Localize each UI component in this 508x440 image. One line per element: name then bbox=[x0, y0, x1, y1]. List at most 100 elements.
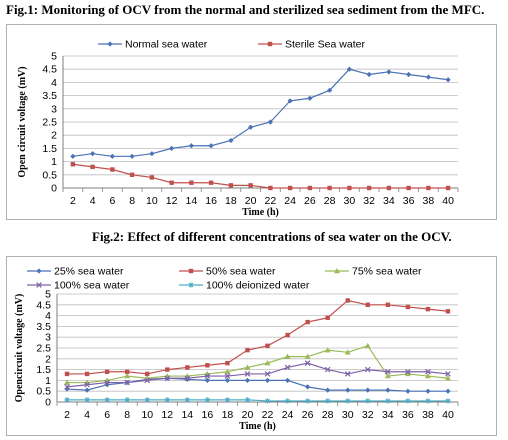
chart-2-point-50-sea-water bbox=[205, 363, 210, 368]
chart-2-point-100-sea-water bbox=[244, 371, 251, 377]
chart-1-x-tick-label: 32 bbox=[363, 195, 375, 207]
chart-2-point-25-sea-water bbox=[264, 377, 271, 383]
chart-2-x-tick-label: 16 bbox=[202, 409, 214, 421]
chart-1-legend-marker-sterile-sea-water bbox=[267, 41, 273, 47]
chart-2-point-100-deionized-water bbox=[405, 398, 411, 404]
chart-1-series-line-sterile-sea-water bbox=[72, 163, 449, 189]
chart-1-point-normal-sea-water bbox=[287, 98, 293, 104]
chart-1-point-sterile-sea-water bbox=[110, 167, 115, 172]
chart-2-y-tick-label: 4 bbox=[45, 310, 51, 322]
chart-2-y-tick-label: 3 bbox=[45, 332, 51, 344]
chart-2-x-tick-label: 6 bbox=[104, 409, 110, 421]
chart-2-point-100-deionized-water bbox=[184, 397, 190, 403]
chart-1-y-tick-label: 4.5 bbox=[42, 64, 57, 76]
chart-2-point-100-sea-water bbox=[284, 364, 291, 371]
chart-2-y-tick-label: 0 bbox=[45, 397, 51, 409]
chart-2-point-75-sea-water bbox=[244, 364, 251, 370]
chart-2-x-tick-label: 22 bbox=[262, 409, 274, 421]
chart-2-point-25-sea-water bbox=[244, 377, 251, 383]
chart-2-point-50-sea-water bbox=[225, 360, 230, 366]
chart-2-point-100-sea-water bbox=[385, 368, 391, 375]
chart-2-point-50-sea-water bbox=[345, 298, 350, 303]
chart-1-x-tick-label: 20 bbox=[245, 195, 257, 207]
chart-2-x-tick-label: 10 bbox=[141, 409, 153, 421]
chart-2-y-tick-label: 1.5 bbox=[36, 364, 51, 376]
chart-2-point-25-sea-water bbox=[104, 382, 110, 388]
chart-1-point-normal-sea-water bbox=[109, 153, 115, 159]
chart-2-y-tick-label: 2 bbox=[45, 353, 51, 365]
chart-1-series-line-normal-sea-water bbox=[72, 68, 449, 157]
chart-1-point-normal-sea-water bbox=[327, 87, 333, 93]
chart-1-x-tick-label: 8 bbox=[129, 195, 135, 207]
chart-2-point-75-sea-water bbox=[344, 349, 351, 355]
chart-2-point-50-sea-water bbox=[305, 319, 310, 325]
chart-2-point-100-deionized-water bbox=[244, 397, 251, 403]
chart-2-point-100-deionized-water bbox=[164, 397, 170, 403]
chart-1-point-sterile-sea-water bbox=[268, 185, 273, 191]
chart-1-x-tick-label: 6 bbox=[109, 195, 115, 207]
chart-1-point-normal-sea-water bbox=[149, 151, 155, 157]
chart-1-point-normal-sea-water bbox=[307, 95, 313, 101]
chart-1-point-normal-sea-water bbox=[406, 71, 412, 78]
chart-1-y-tick-label: 3 bbox=[51, 103, 57, 115]
chart-1-x-tick-label: 14 bbox=[186, 195, 198, 207]
chart-2-point-75-sea-water bbox=[444, 375, 451, 381]
chart-2-series-line-75-sea-water bbox=[67, 345, 449, 384]
chart-1-panel: 0 0.5 1 1.5 2 2.5 3 3.5 4 4.5 5 2 4 6 8 10 12 14 16 18 20 22 2… bbox=[6, 24, 497, 220]
chart-2-point-75-sea-water bbox=[124, 373, 131, 379]
chart-2-point-100-deionized-water bbox=[124, 397, 130, 403]
chart-1-x-tick-label: 10 bbox=[146, 195, 158, 207]
chart-1-point-sterile-sea-water bbox=[327, 185, 332, 191]
chart-2-legend-label-100-deionized-water: 100% deionized water bbox=[206, 280, 310, 292]
chart-1-point-sterile-sea-water bbox=[248, 183, 253, 188]
chart-2-point-50-sea-water bbox=[425, 306, 431, 312]
chart-2-legend-marker-100-deionized-water bbox=[188, 282, 194, 288]
chart-2-point-25-sea-water bbox=[305, 384, 311, 390]
chart-2-point-75-sea-water bbox=[384, 373, 391, 379]
chart-2-x-tick-label: 8 bbox=[124, 409, 130, 421]
chart-1-point-sterile-sea-water bbox=[169, 180, 174, 185]
chart-2-point-100-sea-water bbox=[164, 375, 171, 382]
chart-2-point-100-deionized-water bbox=[204, 397, 210, 403]
chart-2-point-50-sea-water bbox=[64, 371, 70, 377]
chart-1-point-normal-sea-water bbox=[248, 124, 254, 130]
chart-2-point-100-sea-water bbox=[445, 371, 451, 377]
chart-2-point-50-sea-water bbox=[165, 367, 170, 372]
chart-1-legend-label-normal-sea-water: Normal sea water bbox=[125, 39, 208, 51]
chart-1-point-sterile-sea-water bbox=[406, 185, 411, 191]
chart-2-legend-label-50-sea-water: 50% sea water bbox=[206, 266, 276, 278]
chart-1-x-tick-label: 12 bbox=[166, 195, 178, 207]
chart-2-point-50-sea-water bbox=[385, 302, 391, 307]
chart-2-series-line-50-sea-water bbox=[67, 299, 449, 375]
chart-1-legend-label-sterile-sea-water: Sterile Sea water bbox=[285, 39, 365, 51]
chart-1-x-tick-label: 2 bbox=[70, 195, 76, 207]
chart-2-point-50-sea-water bbox=[245, 347, 250, 353]
chart-2-point-25-sea-water bbox=[84, 387, 90, 393]
chart-2-point-50-sea-water bbox=[325, 315, 330, 320]
chart-2-point-25-sea-water bbox=[345, 387, 351, 393]
chart-2-point-50-sea-water bbox=[445, 309, 451, 314]
chart-2-legend-marker-50-sea-water bbox=[188, 268, 194, 274]
chart-2-y-tick-label: 5 bbox=[45, 289, 51, 301]
chart-1-point-sterile-sea-water bbox=[129, 172, 135, 177]
chart-1-point-normal-sea-water bbox=[346, 66, 352, 72]
chart-1-y-tick-label: 2.5 bbox=[42, 117, 57, 129]
chart-2-y-tick-label: 2.5 bbox=[36, 343, 51, 355]
chart-2-point-100-deionized-water bbox=[144, 397, 150, 403]
chart-2-point-100-sea-water bbox=[204, 373, 211, 379]
chart-2-point-100-deionized-water bbox=[385, 398, 391, 404]
chart-2-x-tick-label: 4 bbox=[84, 409, 90, 421]
chart-2-legend-marker-100-sea-water bbox=[36, 282, 42, 288]
chart-1-x-tick-label: 40 bbox=[442, 195, 454, 207]
chart-2-point-50-sea-water bbox=[145, 371, 150, 377]
chart-1-point-normal-sea-water bbox=[188, 143, 194, 149]
chart-2-series-line-100-sea-water bbox=[66, 362, 449, 388]
chart-2-point-100-sea-water bbox=[184, 375, 191, 382]
chart-2-point-25-sea-water bbox=[405, 388, 411, 394]
chart-2-legend-label-25-sea-water: 25% sea water bbox=[54, 266, 124, 278]
chart-1-point-normal-sea-water bbox=[129, 153, 135, 159]
chart-2-point-100-deionized-water bbox=[425, 398, 431, 404]
chart-1-point-sterile-sea-water bbox=[445, 185, 451, 191]
chart-1-point-normal-sea-water bbox=[228, 137, 234, 144]
chart-1-point-sterile-sea-water bbox=[189, 180, 194, 185]
